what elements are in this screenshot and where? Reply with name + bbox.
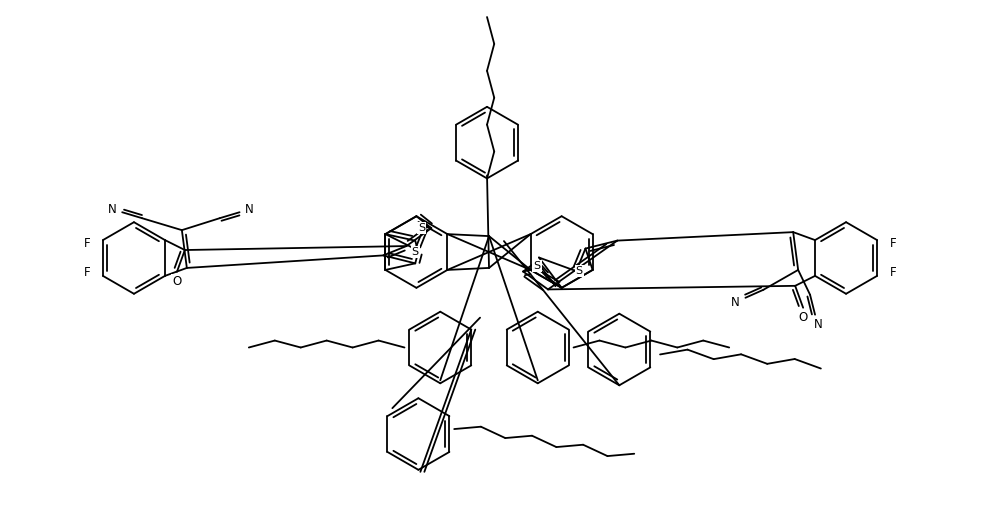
Text: F: F: [890, 266, 896, 280]
Text: S: S: [418, 223, 426, 233]
Text: S: S: [534, 261, 541, 271]
Text: N: N: [108, 203, 117, 216]
Text: O: O: [172, 275, 182, 288]
Text: N: N: [245, 203, 254, 216]
Text: N: N: [731, 296, 740, 309]
Text: O: O: [798, 311, 808, 324]
Text: F: F: [84, 237, 90, 249]
Text: S: S: [412, 247, 419, 257]
Text: F: F: [84, 266, 90, 280]
Text: N: N: [814, 318, 823, 331]
Text: F: F: [890, 237, 896, 249]
Text: S: S: [576, 266, 583, 276]
